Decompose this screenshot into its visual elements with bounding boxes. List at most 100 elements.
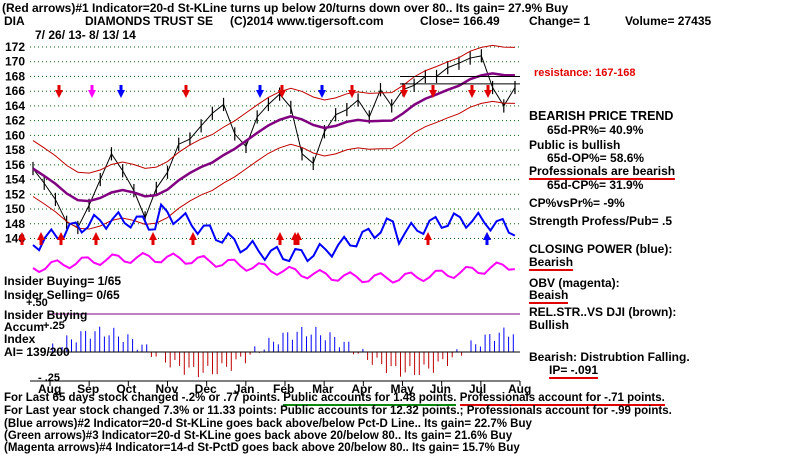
obv-state: Beaish: [529, 288, 569, 304]
x-tick-label: Aug: [38, 382, 61, 396]
copyright: (C)2014 www.tigersoft.com: [230, 14, 384, 28]
footer-line-5: (Magenta arrows)#4 Indicator=14-d St-Pct…: [4, 442, 520, 454]
professionals-label: Professionals are bearish: [529, 164, 676, 180]
accum-plus25: +.25: [43, 320, 65, 332]
x-tick-label: Nov: [156, 382, 179, 396]
red-up-arrow: [18, 232, 26, 245]
relstr-label: REL.STR..VS DJI (brown):: [529, 305, 677, 319]
x-tick-label: Feb: [273, 382, 294, 396]
resistance-label: resistance: 167-168: [534, 67, 636, 79]
accum-minus25: - .25: [38, 372, 61, 384]
red-down-arrow: [348, 85, 356, 98]
x-tick-label: Jul: [469, 382, 486, 396]
distribution-label: Bearish: Distrubtion Falling.: [529, 350, 690, 364]
red-up-arrow: [189, 232, 197, 245]
x-tick-label: Sep: [77, 382, 99, 396]
red-up-arrow: [291, 232, 299, 245]
insider-buying: Insider Buying= 1/65: [4, 274, 122, 288]
y-tick-label: 154: [5, 173, 25, 187]
y-tick-label: 152: [5, 187, 25, 201]
red-down-arrow: [55, 85, 63, 98]
obv-line: [32, 251, 515, 284]
y-tick-label: 156: [5, 158, 25, 172]
magenta-down-arrow: [88, 85, 96, 98]
footer-line-4: (Green arrows)#3 Indicator=20-d St-KLine…: [4, 430, 513, 442]
public-label: Public is bullish: [529, 138, 621, 152]
x-tick-label: Mar: [312, 382, 334, 396]
pr-label: 65d-PR%= 40.9%: [547, 123, 644, 137]
obv-label: OBV (magenta):: [529, 276, 620, 290]
volume-value: Volume= 27435: [625, 14, 712, 28]
footer-public: Public accounts for 1.48 points.: [283, 392, 457, 406]
moving-average-line: [32, 72, 516, 203]
red-up-arrow: [276, 232, 284, 245]
relstr-state: Bullish: [529, 318, 570, 332]
professionals-text: Professionals are bearish: [529, 164, 676, 180]
blue-up-arrow: [483, 232, 491, 245]
blue-down-arrow: [117, 85, 125, 98]
red-up-arrow: [424, 232, 432, 245]
insider-buying-2: Insider Buying: [4, 308, 88, 322]
y-tick-label: 168: [5, 69, 25, 83]
ai-label: AI= 139/200: [4, 345, 70, 359]
y-tick-label: 146: [5, 232, 25, 246]
x-tick-label: May: [391, 382, 415, 396]
accum-label: Accum: [4, 320, 45, 334]
red-down-arrow: [278, 85, 286, 98]
blue-down-arrow: [318, 85, 326, 98]
ip-label: IP= -.091: [549, 363, 599, 379]
op-label: 65d-OP%= 58.6%: [547, 151, 645, 165]
footer-line-3: (Blue arrows)#2 Indicator=20-d St-KLine …: [4, 418, 532, 430]
insider-selling: Insider Selling= 0/65: [4, 288, 120, 302]
change-value: Change= 1: [529, 14, 591, 28]
red-up-arrow: [57, 232, 65, 245]
y-tick-label: 164: [5, 99, 25, 113]
index-label: Index: [4, 332, 36, 346]
red-up-arrow: [149, 232, 157, 245]
ip-text: IP= -.091: [549, 363, 599, 379]
red-up-arrow: [37, 232, 45, 245]
closing-power-label: CLOSING POWER (blue):: [529, 242, 673, 256]
obv-state-text: Beaish: [529, 288, 569, 304]
footer-line-1: For Last 65 days stock changed -.2% or .…: [4, 392, 665, 406]
x-tick-label: Aug: [508, 382, 531, 396]
upper-band: [32, 44, 516, 174]
red-arrows-header: (Red arrows)#1 Indicator=20-d St-KLine t…: [2, 1, 569, 15]
lower-band: [32, 100, 516, 230]
footer-line-2: For Last year stock changed 7.3% or 11.3…: [4, 405, 672, 417]
footer-65d: For Last 65 days stock changed -.2% or .…: [4, 392, 281, 404]
red-down-arrow: [468, 85, 476, 98]
y-tick-label: 160: [5, 128, 25, 142]
y-tick-label: 172: [5, 40, 25, 54]
close-value: Close= 166.49: [420, 14, 500, 28]
x-tick-label: Oct: [116, 382, 136, 396]
red-down-arrow: [400, 85, 408, 98]
blue-down-arrow: [256, 85, 264, 98]
footer-professionals: Professionals account for -.71 points.: [459, 392, 665, 406]
y-tick-label: 158: [5, 143, 25, 157]
x-tick-label: Apr: [351, 382, 372, 396]
red-up-arrow: [92, 232, 100, 245]
y-tick-label: 166: [5, 84, 25, 98]
trend-label: BEARISH PRICE TREND: [529, 109, 674, 123]
closing-power-state: Bearish: [529, 255, 574, 271]
y-tick-label: 148: [5, 217, 25, 231]
red-down-arrow: [429, 85, 437, 98]
x-tick-label: Dec: [195, 382, 217, 396]
date-range: 7/ 26/ 13- 8/ 13/ 14: [35, 28, 136, 42]
x-tick-label: Jun: [430, 382, 451, 396]
ticker: DIA: [4, 14, 25, 28]
y-tick-label: 170: [5, 55, 25, 69]
price-line: [32, 55, 516, 229]
x-tick-label: Jan: [234, 382, 255, 396]
closing-power-state-text: Bearish: [529, 255, 574, 271]
accum-plus50: +.50: [26, 297, 48, 309]
red-down-arrow: [182, 85, 190, 98]
strength-label: Strength Profess/Pub= .5: [529, 214, 673, 228]
red-down-arrow: [484, 85, 492, 98]
y-tick-label: 162: [5, 114, 25, 128]
cp-label: 65d-CP%= 31.9%: [547, 178, 644, 192]
y-tick-label: 150: [5, 202, 25, 216]
security-name: DIAMONDS TRUST SE: [85, 14, 214, 28]
